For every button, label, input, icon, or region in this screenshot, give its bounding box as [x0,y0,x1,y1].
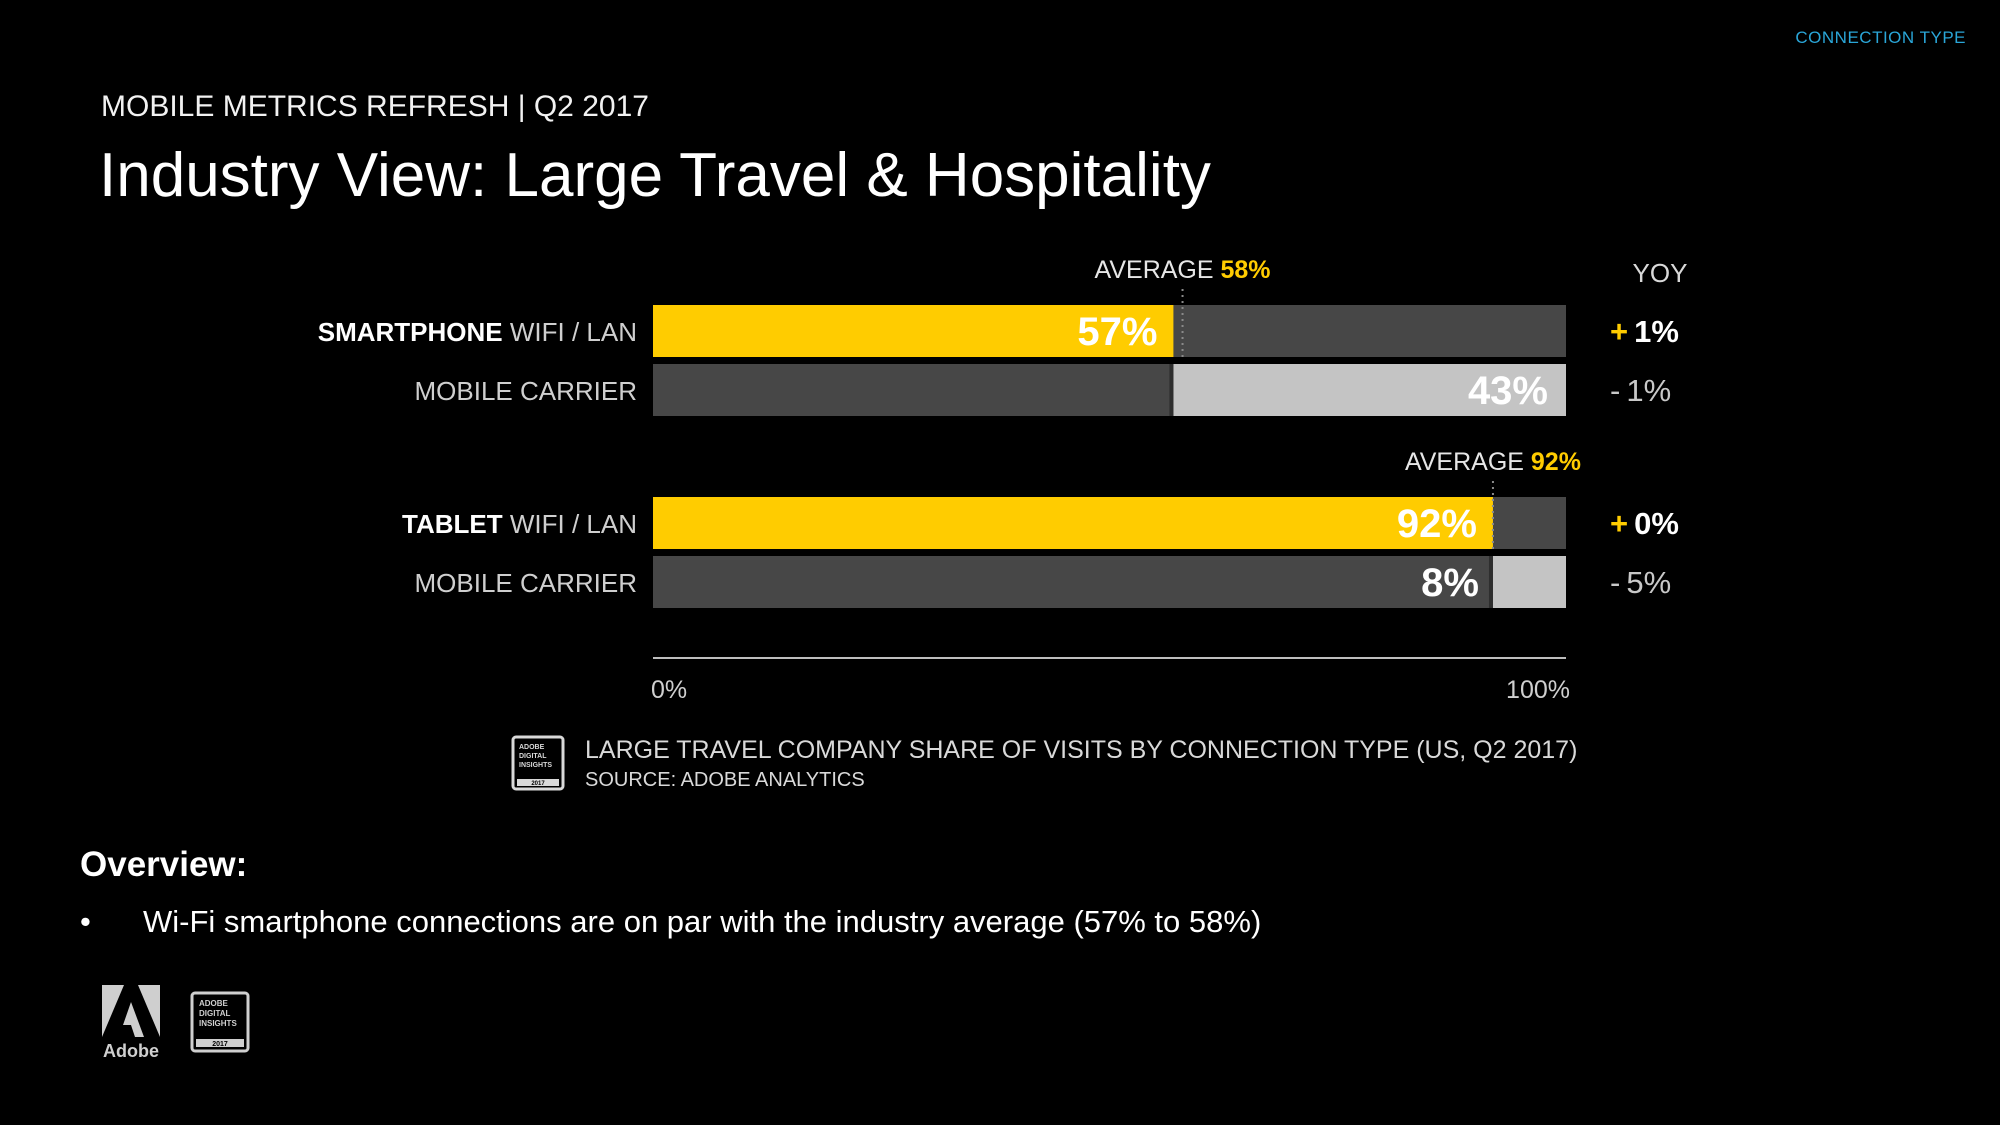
average-value: 58% [1221,256,1271,284]
yoy-value: -5% [1610,565,1671,600]
yoy-value: +1% [1610,314,1679,349]
average-label: AVERAGE 58% [1095,256,1271,284]
badge-line-3: INSIGHTS [519,762,552,769]
row-label: SMARTPHONE WIFI / LAN [318,317,637,347]
badge-year: 2017 [531,781,545,787]
connection-label: MOBILE CARRIER [415,568,638,598]
yoy-value: -1% [1610,373,1671,408]
overview-list: Wi-Fi smartphone connections are on par … [80,904,1261,940]
device-label: SMARTPHONE [318,317,510,347]
adobe-wordmark: Adobe [103,1041,159,1061]
row-label: MOBILE CARRIER [415,568,638,598]
series-header: MOBILE METRICS REFRESH | Q2 2017 [101,90,649,123]
logo-badge-year: 2017 [212,1041,228,1048]
section-tag: CONNECTION TYPE [1795,28,1966,47]
device-label: TABLET [402,509,510,539]
yoy-number: 1% [1634,314,1679,349]
yoy-sign: - [1610,373,1620,408]
average-value: 92% [1531,448,1581,476]
yoy-sign: - [1610,565,1620,600]
bar-track [653,556,1566,608]
x-tick-label: 0% [651,676,687,704]
average-label: AVERAGE 92% [1405,448,1581,476]
bar-divider [1169,364,1174,416]
bar-value-label: 8% [1421,561,1479,605]
chart-source: SOURCE: ADOBE ANALYTICS [585,769,865,791]
adobe-digital-insights-logo-icon: 2017 ADOBE DIGITAL INSIGHTS [190,991,250,1053]
adobe-digital-insights-badge-icon: 2017 ADOBE DIGITAL INSIGHTS [511,735,565,791]
row-label: TABLET WIFI / LAN [402,509,637,539]
row-label: MOBILE CARRIER [415,376,638,406]
chart-caption: LARGE TRAVEL COMPANY SHARE OF VISITS BY … [585,736,1578,764]
logo-badge-line-2: DIGITAL [199,1009,231,1018]
yoy-value: +0% [1610,506,1679,541]
x-tick-label: 100% [1506,676,1570,704]
yoy-sign: + [1610,506,1628,541]
connection-label: WIFI / LAN [510,317,637,347]
bar-divider [1488,556,1493,608]
bar-wifi [653,497,1493,549]
connection-label: WIFI / LAN [510,509,637,539]
bar-wifi [653,305,1174,357]
bar-carrier [1173,364,1566,416]
overview-heading: Overview: [80,845,248,884]
logo-badge-line-3: INSIGHTS [199,1019,237,1028]
yoy-number: 1% [1626,373,1671,408]
yoy-number: 5% [1626,565,1671,600]
bar-value-label: 43% [1468,369,1548,413]
yoy-header: YOY [1633,258,1688,288]
yoy-number: 0% [1634,506,1679,541]
overview-bullet: Wi-Fi smartphone connections are on par … [80,904,1261,940]
page-title: Industry View: Large Travel & Hospitalit… [99,141,1211,210]
bar-value-label: 92% [1397,502,1477,546]
yoy-sign: + [1610,314,1628,349]
connection-type-chart: YOY AVERAGE 58% 57% SMARTPHONE WIFI / LAN +1… [318,256,1688,704]
bar-value-label: 57% [1077,310,1157,354]
badge-line-1: ADOBE [519,744,545,751]
badge-line-2: DIGITAL [519,753,547,760]
connection-label: MOBILE CARRIER [415,376,638,406]
adobe-logo-icon [102,985,160,1037]
bar-carrier [1492,556,1566,608]
logo-badge-line-1: ADOBE [199,999,229,1008]
